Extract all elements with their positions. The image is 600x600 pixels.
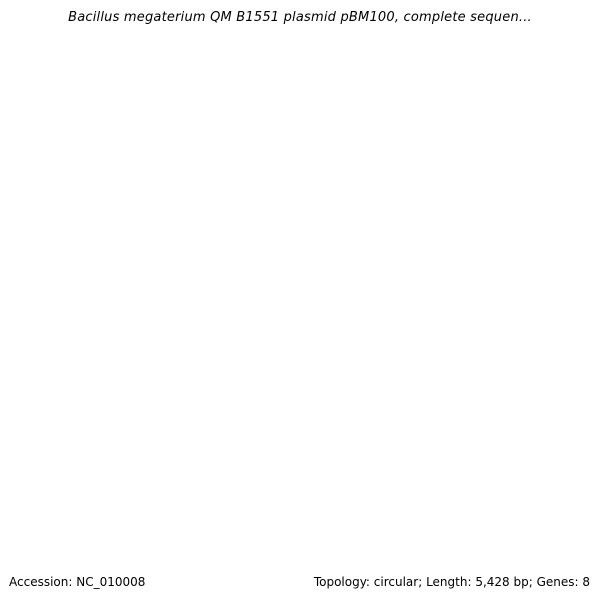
map-title: Bacillus megaterium QM B1551 plasmid pBM…: [68, 10, 532, 25]
accession-text: Accession: NC_010008: [9, 575, 146, 589]
map-summary-text: Topology: circular; Length: 5,428 bp; Ge…: [313, 575, 590, 589]
